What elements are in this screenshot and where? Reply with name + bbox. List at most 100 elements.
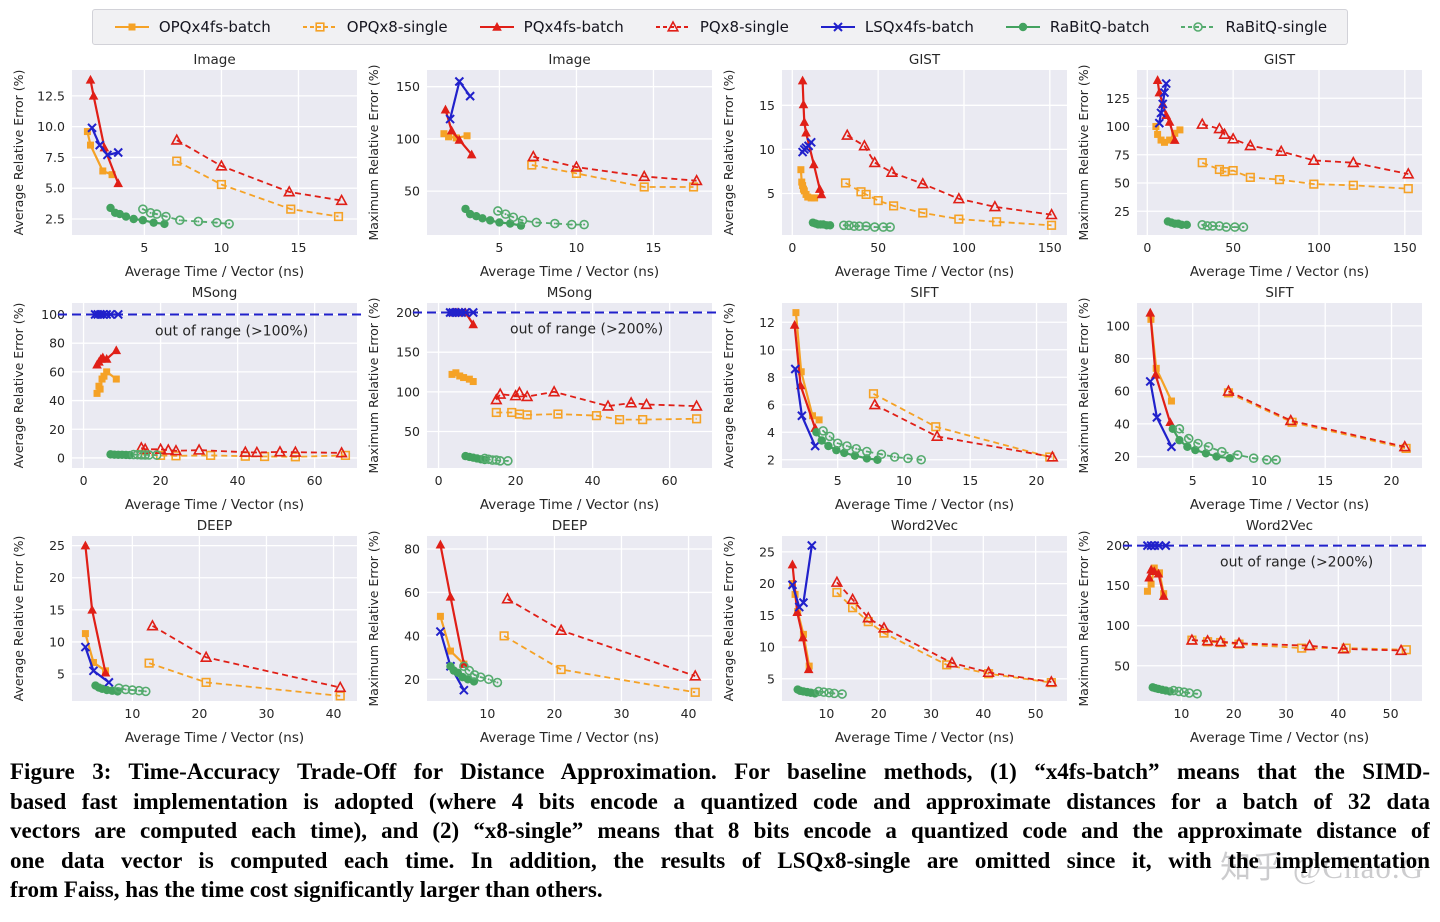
series-opqx4fs-batch — [448, 369, 477, 386]
chart-word2vec-avg: 10 20 30 40 50 5 10 15 20 25 Word2Vec Average Time … — [720, 516, 1075, 749]
figure-caption: Figure 3: Time-Accuracy Trade-Off for Di… — [10, 757, 1430, 905]
y-tick-label: 125 — [1106, 91, 1130, 106]
x-tick-label: 10 — [568, 240, 584, 255]
legend-item-label: RaBitQ-single — [1225, 18, 1328, 36]
y-tick-label: 100 — [41, 307, 65, 322]
chart-title: SIFT — [1265, 285, 1294, 301]
x-tick-label: 20 — [1384, 473, 1400, 488]
x-tick-label: 40 — [975, 706, 991, 721]
x-tick-label: 15 — [962, 473, 978, 488]
series-pqx8-single — [490, 385, 703, 411]
legend-item-label: PQx8-single — [699, 18, 789, 36]
series-opqx8-single — [527, 160, 699, 192]
x-tick-label: 10 — [213, 240, 229, 255]
chart-image-avg: 5 10 15 2.5 5.0 7.5 10.0 12.5 Image Average Time … — [10, 50, 365, 283]
y-tick-label: 15 — [759, 608, 775, 623]
series-opqx8-single — [499, 631, 700, 697]
x-tick-label: 10 — [1173, 706, 1189, 721]
chart-sift-max: 5 10 15 20 20 40 60 80 100 SIFT Average Time / Vec… — [1075, 283, 1430, 516]
series-pqx8-single — [501, 592, 702, 681]
x-tick-label: 0 — [435, 473, 443, 488]
y-axis-label: Maximum Relative Error (%) — [1076, 64, 1091, 240]
x-axis-label: Average Time / Vector (ns) — [1190, 497, 1369, 513]
series-lsqx4fs-batch — [445, 76, 475, 124]
chart-word2vec-max: 10 20 30 40 50 50 100 150 200 out of range (>200%… — [1075, 516, 1430, 749]
plot-area — [427, 70, 712, 235]
x-tick-label: 40 — [230, 473, 246, 488]
plot-area — [1137, 536, 1422, 701]
series-lsqx4fs-batch — [787, 540, 817, 612]
y-axis-label: Maximum Relative Error (%) — [366, 64, 381, 240]
series-lsqx4fs-batch — [1154, 78, 1171, 128]
y-tick-label: 12.5 — [37, 88, 65, 103]
series-rabitq-batch — [812, 428, 882, 464]
chart-title: GIST — [1264, 52, 1296, 68]
y-axis-label: Average Relative Error (%) — [721, 303, 736, 469]
x-tick-label: 20 — [508, 473, 524, 488]
y-tick-label: 50 — [1114, 658, 1130, 673]
series-lsqx4fs-batch — [797, 137, 816, 157]
series-rabitq-single — [493, 206, 589, 230]
x-tick-label: 15 — [291, 240, 307, 255]
caption-line: based fast implementation is adopted (wh… — [10, 788, 1430, 814]
y-tick-label: 6 — [767, 397, 775, 412]
chart-msong-max: 0 20 40 60 50 100 150 200 out of range (>200%) MS… — [365, 283, 720, 516]
y-axis-label: Average Relative Error (%) — [11, 536, 26, 702]
series-rabitq-batch — [106, 203, 169, 229]
series-lsqx4fs-batch — [1142, 540, 1171, 551]
y-tick-label: 40 — [404, 628, 420, 643]
x-tick-label: 10 — [124, 706, 140, 721]
y-tick-label: 80 — [49, 336, 65, 351]
chart-image-max: 5 10 15 50 100 150 Image Average Time / Vector … — [365, 50, 720, 283]
series-rabitq-single — [128, 449, 162, 460]
series-pqx8-single — [527, 150, 703, 186]
y-tick-label: 25 — [759, 544, 775, 559]
series-rabitq-batch — [106, 450, 134, 460]
x-tick-label: 60 — [307, 473, 323, 488]
y-tick-label: 75 — [1114, 147, 1130, 162]
series-pqx4fs-batch — [435, 539, 469, 668]
y-tick-label: 100 — [1106, 119, 1130, 134]
chart-title: GIST — [909, 52, 941, 68]
y-tick-label: 7.5 — [45, 150, 65, 165]
y-tick-label: 10 — [49, 634, 65, 649]
y-tick-label: 60 — [1114, 384, 1130, 399]
y-axis-label: Maximum Relative Error (%) — [1076, 530, 1091, 706]
y-tick-label: 10 — [759, 640, 775, 655]
y-tick-label: 50 — [404, 424, 420, 439]
y-tick-label: 150 — [396, 345, 420, 360]
x-tick-label: 20 — [1029, 473, 1045, 488]
y-tick-label: 25 — [49, 538, 65, 553]
x-axis-label: Average Time / Vector (ns) — [835, 264, 1014, 280]
x-tick-label: 20 — [153, 473, 169, 488]
legend: OPQx4fs-batch OPQx8-single PQx4fs-batch PQx… — [0, 9, 1440, 45]
y-tick-label: 5.0 — [45, 181, 65, 196]
y-tick-label: 20 — [1114, 449, 1130, 464]
chart-title: MSong — [192, 285, 238, 301]
series-lsqx4fs-batch — [90, 309, 123, 320]
x-tick-label: 30 — [259, 706, 275, 721]
y-tick-label: 5 — [767, 186, 775, 201]
plot-area — [782, 536, 1067, 701]
y-tick-label: 50 — [1114, 176, 1130, 191]
pqx8-single-marker-icon — [655, 20, 690, 32]
series-lsqx4fs-batch — [80, 642, 114, 688]
series-opqx8-single — [868, 389, 1055, 462]
x-tick-label: 20 — [1226, 706, 1242, 721]
chart-title: DEEP — [552, 518, 588, 534]
series-opqx4fs-batch — [93, 368, 120, 397]
series-opqx4fs-batch — [797, 166, 819, 202]
x-tick-label: 30 — [614, 706, 630, 721]
x-axis-label: Average Time / Vector (ns) — [480, 264, 659, 280]
series-opqx8-single — [491, 407, 702, 425]
series-lsqx4fs-batch — [87, 123, 123, 160]
series-opqx8-single — [840, 178, 1057, 230]
legend-item-label: RaBitQ-batch — [1049, 18, 1150, 36]
y-tick-label: 100 — [1106, 318, 1130, 333]
y-axis-label: Maximum Relative Error (%) — [1076, 297, 1091, 473]
x-tick-label: 20 — [546, 706, 562, 721]
opqx4fs-batch-marker-icon — [114, 23, 149, 31]
legend-item-label: LSQx4fs-batch — [864, 18, 974, 36]
x-tick-label: 100 — [952, 240, 976, 255]
out-of-range-label: out of range (>200%) — [1220, 555, 1373, 571]
